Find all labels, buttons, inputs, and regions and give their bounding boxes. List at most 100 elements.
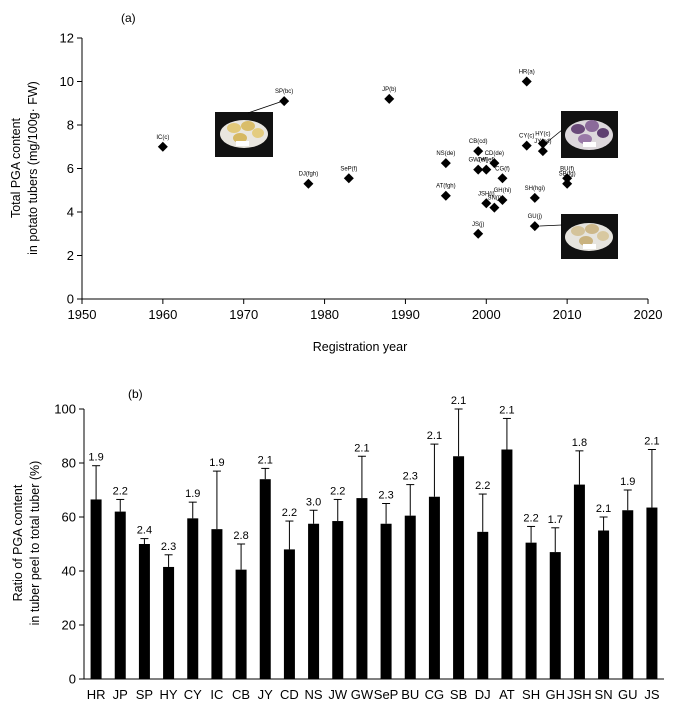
y-tick-label: 2 <box>67 248 74 263</box>
bar <box>622 510 634 679</box>
bar-annotation: 2.4 <box>137 525 152 537</box>
axis-ticks: 0 20 40 60 80 100 <box>54 402 84 687</box>
data-point-label: GU(j) <box>528 214 542 220</box>
x-axis-title: Registration year <box>313 340 408 354</box>
x-tick-label: 1970 <box>229 307 258 322</box>
y-tick-label: 12 <box>60 31 74 46</box>
y-axis-title-line-1: Total PGA content <box>9 117 23 218</box>
bar-annotation: 1.9 <box>620 476 635 488</box>
x-tick-label: AT <box>499 687 515 702</box>
bar-annotation: 1.8 <box>572 437 587 449</box>
data-point <box>537 146 548 157</box>
y-tick-label: 6 <box>67 161 74 176</box>
x-tick-label: SH <box>522 687 540 702</box>
x-tick-label: CD <box>280 687 299 702</box>
data-point <box>440 190 451 201</box>
bar <box>477 531 489 679</box>
data-point <box>384 93 395 104</box>
data-point <box>473 228 484 239</box>
x-tick-label: SP <box>136 687 153 702</box>
bar <box>598 530 610 679</box>
y-axis-title-line-1: Ratio of PGA content <box>11 484 25 601</box>
data-point <box>279 96 290 107</box>
y-tick-label: 20 <box>62 618 76 633</box>
data-point <box>529 221 540 232</box>
bar-annotation: 2.2 <box>113 485 128 497</box>
data-points: IC(c) SP(bc) DJ(fgh) SeP(f) JP(b) NS(de) AT(fg… <box>156 70 576 239</box>
data-point <box>497 195 508 206</box>
data-point <box>497 173 508 184</box>
data-point <box>562 178 573 189</box>
potato-photo-yellow <box>215 100 284 157</box>
data-point <box>489 158 500 169</box>
x-tick-label: 1980 <box>310 307 339 322</box>
y-tick-label: 60 <box>62 510 76 525</box>
data-point <box>157 141 168 152</box>
data-point-label: JY(cd) <box>534 139 551 145</box>
bar <box>211 529 223 679</box>
y-tick-label: 0 <box>69 672 76 687</box>
data-point-label: CD(de) <box>485 151 504 157</box>
data-point-label: CB(cd) <box>469 139 488 145</box>
bar <box>646 507 658 679</box>
x-tick-label: GW <box>351 687 374 702</box>
data-point-label: JS(j) <box>472 222 484 228</box>
bar <box>428 496 440 679</box>
bar <box>501 449 513 679</box>
bar-annotation: 2.2 <box>330 485 345 497</box>
data-point <box>473 146 484 157</box>
bar-annotation: 1.9 <box>209 457 224 469</box>
data-point-label: AT(fgh) <box>436 184 456 190</box>
bar-annotation: 1.9 <box>88 452 103 464</box>
bar-annotation: 2.1 <box>644 436 659 448</box>
bar <box>453 456 465 679</box>
data-point-label: CY(c) <box>519 134 534 140</box>
x-tick-label: JSH <box>567 687 592 702</box>
scatter-panel: (a) Total PGA content in potato tubers (… <box>9 11 662 354</box>
bar-annotation: 2.1 <box>596 503 611 515</box>
data-point-label: NS(de) <box>436 151 455 157</box>
data-point <box>562 173 573 184</box>
potato-photo-pale <box>539 214 618 259</box>
bar-annotation: 2.2 <box>475 480 490 492</box>
x-tick-label: CG <box>425 687 445 702</box>
data-point <box>489 202 500 213</box>
y-tick-label: 100 <box>54 402 76 417</box>
x-tick-label: HY <box>160 687 178 702</box>
bar <box>187 518 199 679</box>
axis-ticks: 1950 1960 1970 1980 1990 2000 2010 2020 0 2 4 6 8 10 1… <box>60 31 663 323</box>
x-tick-label: BU <box>401 687 419 702</box>
data-point-label: GW(ef) <box>469 158 488 164</box>
x-tick-label: JP <box>113 687 128 702</box>
x-tick-label: 2020 <box>634 307 663 322</box>
bar-annotation: 2.3 <box>378 490 393 502</box>
bar-annotation: 2.1 <box>354 442 369 454</box>
bar <box>573 484 585 679</box>
y-tick-label: 4 <box>67 205 74 220</box>
bar-annotation: 2.8 <box>233 530 248 542</box>
data-point <box>440 158 451 169</box>
data-point-label: JP(b) <box>382 87 396 93</box>
data-point-label: GH(hi) <box>494 188 512 194</box>
data-point-label: SP(bc) <box>275 89 293 95</box>
x-tick-label: GH <box>546 687 566 702</box>
bar <box>114 511 126 679</box>
bar-annotation: 2.2 <box>523 512 538 524</box>
bar <box>380 523 392 679</box>
potato-photo-purple <box>545 111 618 158</box>
data-point-label: SH(hgi) <box>525 186 545 192</box>
bar-annotation: 2.1 <box>499 404 514 416</box>
bar <box>356 498 368 679</box>
x-tick-label: 2010 <box>553 307 582 322</box>
data-point-label: DJ(fgh) <box>299 172 319 178</box>
bar <box>163 566 175 679</box>
x-tick-label: CY <box>184 687 202 702</box>
y-axis-title: Ratio of PGA content in tuber peel to to… <box>11 461 42 626</box>
bar <box>259 479 271 679</box>
x-tick-label: JY <box>258 687 274 702</box>
data-point-label: JW(ef) <box>477 158 495 164</box>
x-tick-label: GU <box>618 687 638 702</box>
bar <box>90 499 102 679</box>
x-tick-label: JW <box>328 687 348 702</box>
